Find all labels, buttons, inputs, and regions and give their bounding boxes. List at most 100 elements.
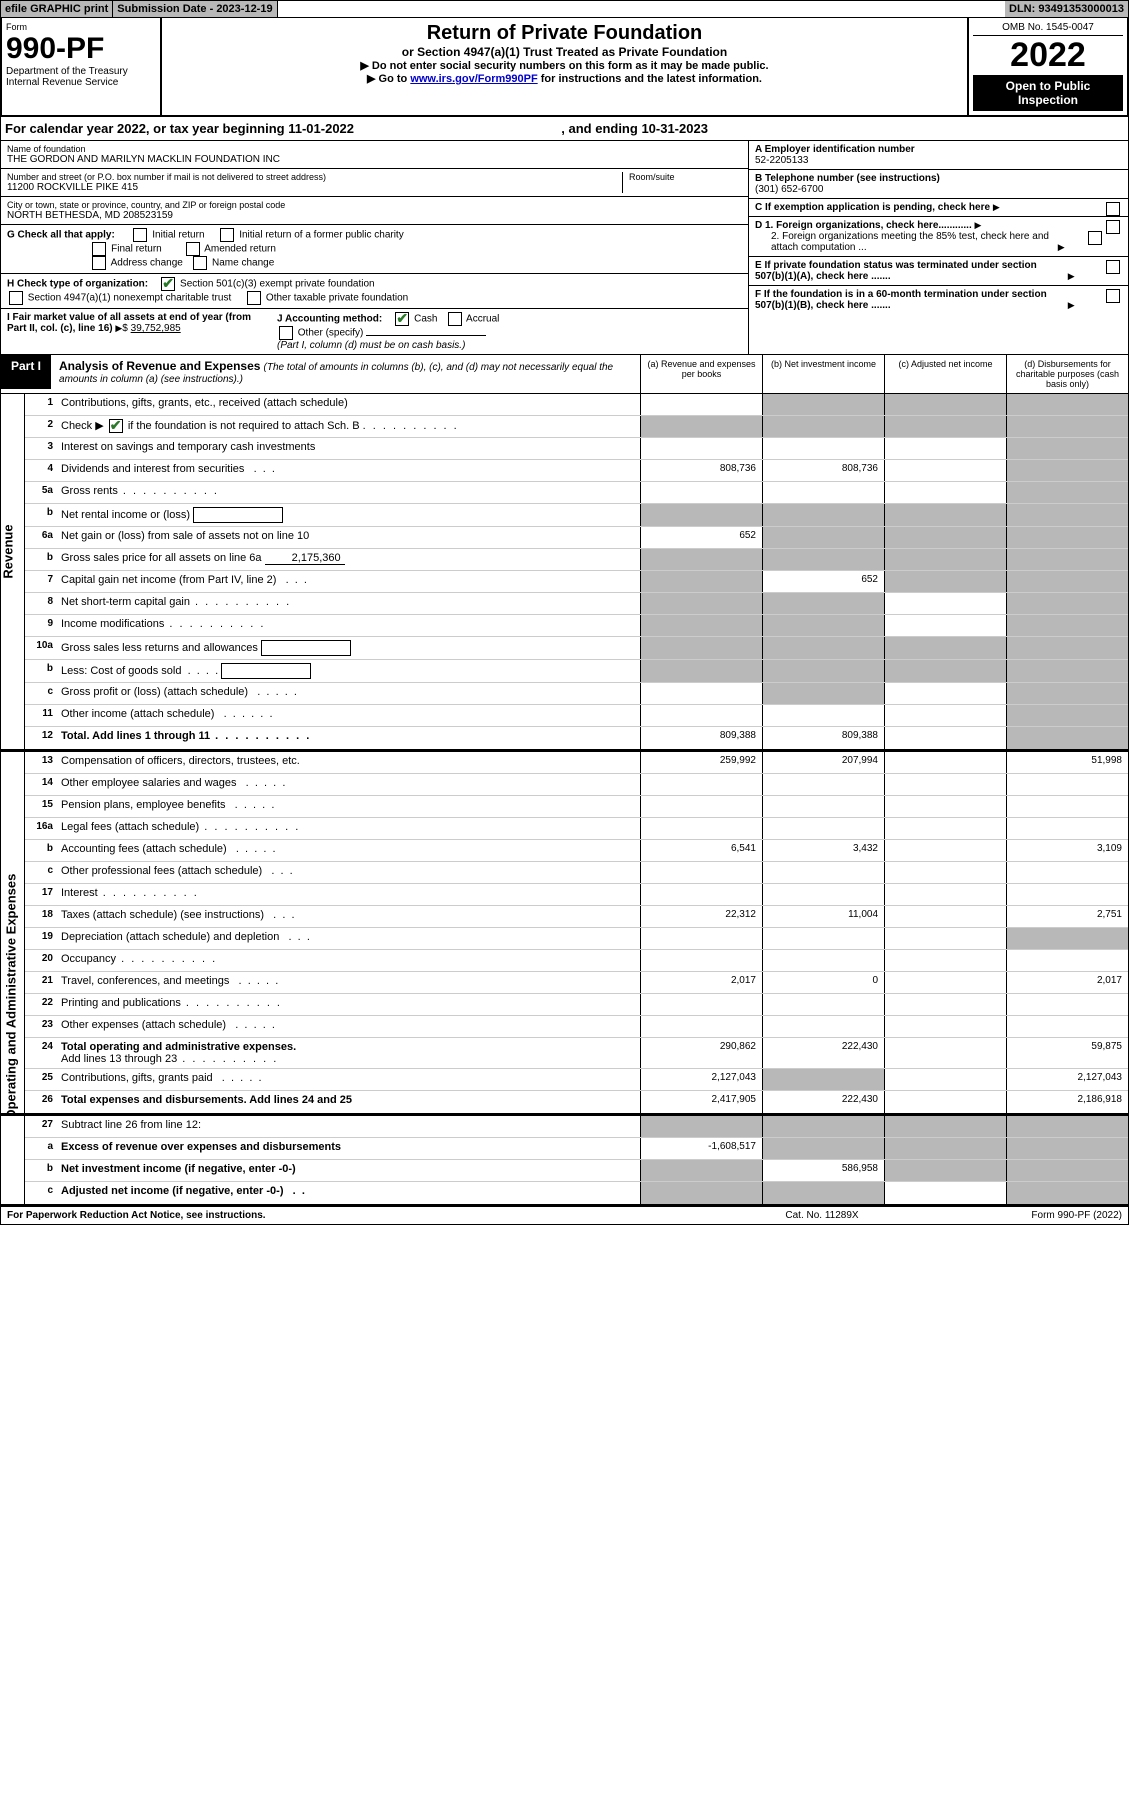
val-a [640,637,762,659]
address-change-checkbox[interactable] [92,256,106,270]
col-b-header: (b) Net investment income [762,355,884,393]
form-ref: Form 990-PF (2022) [922,1210,1122,1221]
val-a [640,884,762,905]
g-amended: Amended return [204,244,276,255]
val-b: 586,958 [762,1160,884,1181]
val-b: 222,430 [762,1091,884,1113]
col-d-header: (d) Disbursements for charitable purpose… [1006,355,1128,393]
row-27b: b Net investment income (if negative, en… [25,1160,1128,1182]
j-accrual: Accrual [466,314,499,325]
revenue-side-label: Revenue [1,394,25,749]
val-c [884,683,1006,704]
efile-label[interactable]: efile GRAPHIC print [1,1,113,17]
g-address: Address change [111,258,183,269]
row-num: 4 [25,460,57,481]
val-a: 652 [640,527,762,548]
r2-pre: Check ▶ [61,420,104,432]
60month-checkbox[interactable] [1106,289,1120,303]
expenses-side-label: Operating and Administrative Expenses [1,752,25,1113]
val-d [1006,416,1128,437]
row-desc: Contributions, gifts, grants, etc., rece… [57,394,640,415]
501c3-checkbox[interactable] [161,277,175,291]
initial-former-checkbox[interactable] [220,228,234,242]
final-return-checkbox[interactable] [92,242,106,256]
val-d [1006,394,1128,415]
row-10b: b Less: Cost of goods sold . . . . [25,660,1128,683]
arrow-icon [975,220,982,231]
row-17: 17 Interest [25,884,1128,906]
row-desc: Other expenses (attach schedule) . . . .… [57,1016,640,1037]
amended-return-checkbox[interactable] [186,242,200,256]
row-num: a [25,1138,57,1159]
d2-label: 2. Foreign organizations meeting the 85%… [755,231,1055,253]
val-a [640,774,762,795]
row-desc: Income modifications [57,615,640,636]
val-a [640,504,762,526]
sch-b-checkbox[interactable] [109,419,123,433]
val-c [884,950,1006,971]
j-other: Other (specify) [298,328,364,339]
val-a [640,1016,762,1037]
city-label: City or town, state or province, country… [7,200,742,210]
name-change-checkbox[interactable] [193,256,207,270]
form-title: Return of Private Foundation [166,22,963,45]
val-d [1006,460,1128,481]
val-d [1006,571,1128,592]
irs-link[interactable]: www.irs.gov/Form990PF [410,73,537,85]
arrow-icon [1058,242,1065,253]
val-c [884,549,1006,570]
exemption-pending-checkbox[interactable] [1106,202,1120,216]
terminated-checkbox[interactable] [1106,260,1120,274]
dept-label: Department of the Treasury [6,66,156,77]
row-num: 1 [25,394,57,415]
val-c [884,1091,1006,1113]
row-desc: Net gain or (loss) from sale of assets n… [57,527,640,548]
initial-return-checkbox[interactable] [133,228,147,242]
val-c [884,482,1006,503]
row-num: 20 [25,950,57,971]
val-a: 2,017 [640,972,762,993]
row-num: 25 [25,1069,57,1090]
val-a [640,928,762,949]
row-desc: Net investment income (if negative, ente… [57,1160,640,1181]
val-c [884,571,1006,592]
val-a [640,394,762,415]
val-a [640,660,762,682]
row-20: 20 Occupancy [25,950,1128,972]
expenses-rows: 13 Compensation of officers, directors, … [25,752,1128,1113]
inline-box [221,663,311,679]
cash-checkbox[interactable] [395,312,409,326]
expenses-label: Operating and Administrative Expenses [4,840,19,1120]
foreign-org-checkbox[interactable] [1106,220,1120,234]
4947-checkbox[interactable] [9,291,23,305]
row-num: c [25,1182,57,1204]
val-d: 2,186,918 [1006,1091,1128,1113]
other-method-checkbox[interactable] [279,326,293,340]
val-d [1006,683,1128,704]
row-4: 4 Dividends and interest from securities… [25,460,1128,482]
row-num: 7 [25,571,57,592]
val-d [1006,862,1128,883]
h-4947: Section 4947(a)(1) nonexempt charitable … [28,293,231,304]
row-27: 27 Subtract line 26 from line 12: [25,1116,1128,1138]
val-a [640,438,762,459]
accrual-checkbox[interactable] [448,312,462,326]
val-a [640,1182,762,1204]
val-c [884,727,1006,749]
city-cell: City or town, state or province, country… [1,197,748,225]
row-num: 15 [25,796,57,817]
val-a: 809,388 [640,727,762,749]
val-c [884,884,1006,905]
row-21: 21 Travel, conferences, and meetings . .… [25,972,1128,994]
row-num: 13 [25,752,57,773]
c-cell: C If exemption application is pending, c… [749,199,1128,217]
instr-2-pre: ▶ Go to [367,73,410,85]
col-a-header: (a) Revenue and expenses per books [640,355,762,393]
val-a [640,1116,762,1137]
foreign-85-checkbox[interactable] [1088,231,1102,245]
val-d [1006,660,1128,682]
a-cell: A Employer identification number 52-2205… [749,141,1128,170]
part1-title-block: Analysis of Revenue and Expenses (The to… [51,355,640,389]
other-taxable-checkbox[interactable] [247,291,261,305]
row-6a: 6a Net gain or (loss) from sale of asset… [25,527,1128,549]
